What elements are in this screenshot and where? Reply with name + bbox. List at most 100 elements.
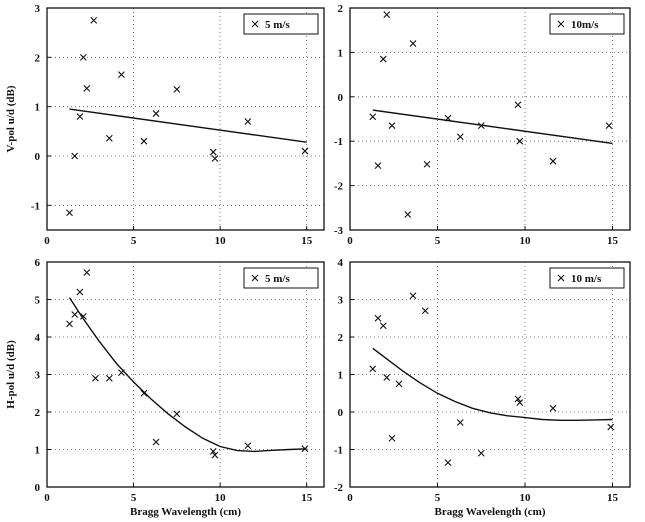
legend-marker	[251, 274, 259, 282]
data-point	[209, 447, 217, 455]
data-point	[301, 445, 309, 453]
data-point	[173, 86, 181, 93]
data-point	[549, 404, 557, 412]
fit-line	[372, 347, 613, 421]
fit-line	[69, 108, 307, 143]
data-point	[607, 423, 615, 431]
x-tick-label: 5	[435, 492, 441, 504]
data-point	[388, 122, 396, 130]
data-point	[244, 442, 252, 450]
data-point	[388, 434, 396, 442]
plot-frame	[46, 7, 325, 231]
data-point	[209, 148, 217, 156]
data-point	[369, 113, 377, 121]
data-point	[379, 55, 387, 63]
data-point	[369, 365, 377, 373]
data-point	[409, 292, 417, 300]
data-point	[374, 162, 382, 170]
legend-box	[243, 267, 319, 289]
y-tick-label: 0	[338, 92, 344, 104]
data-point	[90, 16, 98, 24]
legend-label: 10 m/s	[571, 273, 602, 285]
x-tick-label: 10	[520, 492, 532, 504]
y-tick-label: 1	[338, 47, 344, 59]
y-tick-label: 3	[35, 370, 41, 382]
data-point	[423, 160, 431, 168]
data-point	[83, 269, 91, 276]
x-tick-label: 5	[435, 235, 441, 247]
x-tick-label: 5	[131, 492, 137, 504]
y-tick-label: 0	[35, 151, 41, 163]
data-point	[140, 137, 148, 145]
data-point	[118, 71, 125, 78]
data-point	[421, 307, 429, 315]
y-tick-label: 2	[338, 3, 344, 15]
data-point	[76, 288, 84, 296]
y-tick-label: 4	[35, 332, 41, 344]
y-tick-label: 5	[35, 295, 41, 307]
legend-marker	[557, 20, 565, 28]
y-tick-label: -2	[334, 181, 344, 193]
x-tick-label: 5	[131, 235, 137, 247]
data-point	[456, 133, 464, 141]
y-tick-label: 1	[35, 445, 41, 457]
data-point	[152, 438, 160, 446]
legend-label: 5 m/s	[265, 273, 290, 285]
data-point	[456, 419, 464, 426]
panel-top-right: 0 5 10 15 -3 -2 -1 0 1 2 10m/s	[334, 3, 631, 247]
data-point	[404, 211, 412, 218]
x-tick-label: 10	[215, 492, 227, 504]
legend-label: 10m/s	[571, 19, 599, 31]
y-tick-label: -1	[334, 445, 343, 457]
data-point	[140, 389, 148, 397]
x-tick-label: 0	[347, 492, 353, 504]
data-point	[374, 314, 382, 322]
x-tick-label: 15	[301, 492, 313, 504]
legend-marker	[251, 20, 259, 28]
fit-line	[68, 297, 307, 453]
x-tick-label: 10	[520, 235, 532, 247]
data-point	[409, 40, 417, 47]
data-point	[514, 101, 522, 109]
x-tick-label: 0	[44, 492, 50, 504]
y-tick-label: 3	[338, 295, 344, 307]
data-point	[76, 113, 84, 120]
plot-frame	[46, 261, 325, 488]
data-point	[79, 312, 87, 320]
data-point	[244, 118, 252, 125]
x-tick-label: 15	[607, 492, 619, 504]
data-point	[514, 395, 522, 403]
y-axis-label: V-pol u/d (dB)	[5, 85, 17, 152]
data-point	[66, 320, 73, 328]
plot-frame	[349, 7, 631, 231]
x-axis-label: Bragg Wavelength (cm)	[434, 506, 545, 518]
data-point	[477, 122, 485, 130]
data-point	[444, 459, 452, 467]
x-tick-label: 15	[607, 235, 619, 247]
y-tick-label: -1	[31, 200, 40, 212]
data-point	[301, 147, 309, 155]
data-point	[83, 85, 91, 92]
data-point	[66, 209, 73, 217]
x-tick-label: 0	[44, 235, 50, 247]
data-point	[79, 53, 87, 61]
data-point	[549, 157, 557, 165]
data-point	[444, 114, 452, 122]
data-point	[395, 380, 403, 388]
y-tick-label: 1	[338, 370, 344, 382]
legend-marker	[557, 274, 565, 282]
data-point	[516, 137, 524, 145]
legend-label: 5 m/s	[265, 19, 290, 31]
panel-top-left: 0 5 10 15 -1 0 1 2 3 V-pol u/d (dB) 5 m/s	[5, 3, 325, 247]
data-point	[71, 152, 79, 160]
data-point	[105, 134, 113, 142]
data-point	[379, 322, 387, 330]
data-point	[477, 449, 485, 457]
data-point	[605, 122, 613, 130]
fit-line	[372, 109, 613, 145]
x-tick-label: 10	[215, 235, 227, 247]
data-point	[92, 374, 99, 382]
legend-box	[549, 13, 625, 35]
y-tick-label: 0	[35, 482, 41, 494]
data-point	[118, 369, 125, 377]
